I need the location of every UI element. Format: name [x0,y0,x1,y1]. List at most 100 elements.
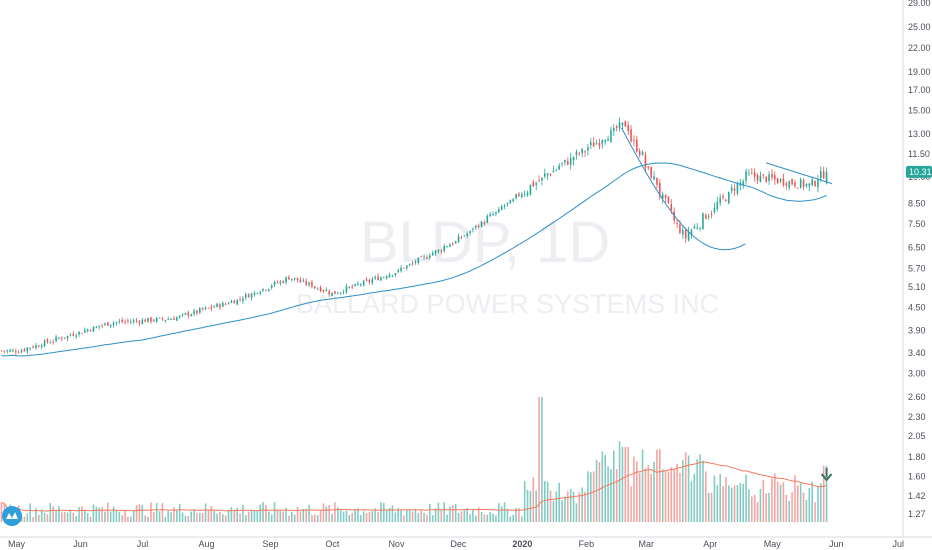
time-tick-label: 2020 [512,539,532,549]
time-tick-label: Jun [73,539,88,549]
volume-bar [656,449,658,522]
candle-body [526,192,529,196]
candle-body [84,329,86,333]
volume-bar [561,500,563,522]
price-axis: 29.00 25.00 22.00 19.00 17.00 15.00 13.00 11.50… [908,0,931,519]
candle-body [55,336,57,341]
candle-body [742,181,744,185]
volume-bar [627,447,629,522]
price-tick-label: 25.00 [908,22,931,32]
volume-bar [291,511,293,522]
candle-body [733,188,736,191]
volume-bar [316,515,319,522]
candle-body [89,329,92,331]
candle-body [331,292,333,296]
price-tick-label: 11.50 [908,149,930,159]
candle-body [682,230,684,235]
candle-body [457,236,460,243]
candle-body [636,139,638,152]
volume-bar [52,506,54,522]
volume-bar [601,451,604,522]
volume-bar [538,397,540,522]
candle-body [728,191,730,204]
candle-body [173,318,175,320]
volume-bar [371,511,374,522]
volume-bar [598,462,601,522]
volume-bar [624,447,627,522]
candle-body [529,184,532,195]
volume-bar [604,454,606,522]
volume-bar [49,503,52,522]
volume-bar [771,478,773,522]
volume-bar [684,452,687,522]
volume-bar [250,510,253,522]
volume-bar [567,491,569,522]
volume-bar [802,492,805,522]
volume-bar [440,510,443,522]
candle-body [256,293,259,294]
volume-bar [279,511,282,522]
candle-body [391,275,394,276]
candle-body [32,346,34,348]
time-tick-label: Jul [892,539,904,549]
candle-body [538,180,540,182]
last-price-text: 10.31 [909,167,932,177]
candle-body [150,317,152,322]
candle-body [506,202,509,205]
price-tick-label: 2.05 [908,431,926,441]
candle-body [776,178,779,184]
candle-body [753,172,756,177]
price-tick-label: 6.50 [908,242,926,252]
candle-body [498,209,500,213]
volume-bar [239,513,241,522]
candle-body [187,312,190,316]
candle-body [558,165,560,170]
volume-bar [817,486,819,522]
price-tick-label: 7.50 [908,219,926,229]
candle-body [690,229,693,235]
candle-body [253,292,256,295]
volume-bar [647,464,650,522]
candle-body [279,281,282,284]
volume-bar [558,482,560,522]
candle-body [477,225,480,228]
candle-body [196,310,198,314]
candle-body [291,278,293,281]
candle-body [644,154,647,168]
volume-bar [716,485,719,522]
candle-body [337,293,339,295]
candle-body [334,291,336,294]
volume-bar [155,503,158,522]
volume-bar [153,512,155,522]
candle-body [549,174,552,176]
volume-bar [621,447,624,522]
candle-body [667,196,670,203]
volume-bar [417,513,420,522]
candle-body [822,171,825,178]
volume-bar [489,512,491,522]
volume-bar [342,511,345,522]
volume-bar [285,507,287,522]
candle-body [656,177,658,185]
candle-body [417,257,420,264]
candle-body [771,173,773,178]
volume-bar [227,509,230,522]
candle-body [75,335,77,337]
volume-bar [377,512,379,522]
volume-bar [32,516,34,522]
price-tick-label: 1.80 [908,452,926,462]
candle-body [388,274,391,278]
candle-body [339,292,342,294]
volume-bar [124,510,126,522]
volume-bar [299,511,302,522]
candle-body [578,152,581,154]
volume-bar [199,512,201,522]
volume-bar [429,503,431,522]
time-tick-label: May [764,539,782,549]
volume-bar [89,516,92,522]
candle-body [564,159,566,163]
volume-bar [779,484,782,522]
candle-body [199,308,201,313]
volume-bar [101,506,103,522]
candle-body [141,319,144,325]
